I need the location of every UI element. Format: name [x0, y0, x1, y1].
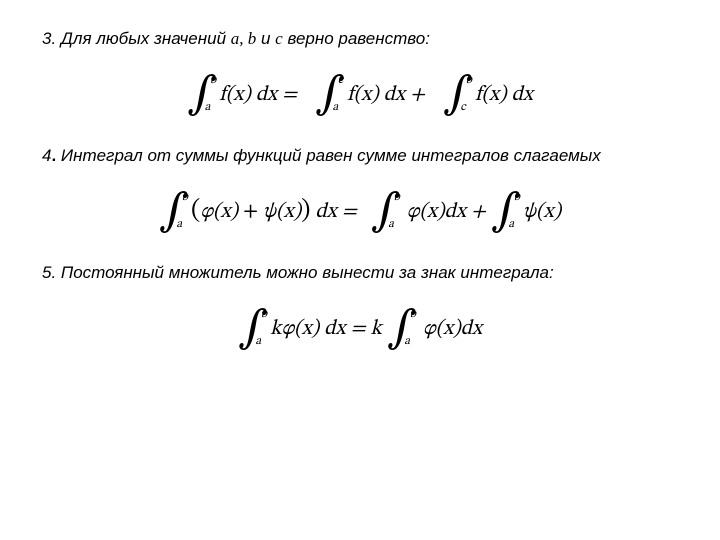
psi-x: ψ(x) — [263, 201, 301, 222]
integral-6: ∫ b a — [491, 190, 521, 234]
integral-8: ∫ b a — [387, 307, 417, 351]
rule-4-body: Интеграл от суммы функций равен сумме ин… — [56, 146, 601, 165]
integral-2-lower: a — [332, 100, 338, 115]
integral-1-lower: a — [205, 100, 211, 115]
integral-5-upper: b — [394, 190, 400, 205]
integral-3-lower: c — [460, 100, 465, 115]
integral-4-lower: a — [176, 217, 182, 232]
integral-5-body: φ(x)dx — [407, 199, 466, 225]
integral-6-lower: a — [508, 217, 514, 232]
plus-2: + — [471, 199, 486, 225]
integral-5-lower: a — [388, 217, 394, 232]
integral-2-upper: c — [338, 73, 343, 88]
rule-3-vars-ab: a, b — [231, 29, 257, 48]
inner-plus: + — [238, 201, 263, 222]
rule-3-text: 3. Для любых значений a, b и c верно рав… — [42, 28, 678, 51]
lparen: ( — [191, 198, 200, 224]
page: 3. Для любых значений a, b и c верно рав… — [0, 0, 720, 540]
rule-5-text: 5. Постоянный множитель можно вынести за… — [42, 262, 678, 285]
rule-3-part-a: Для любых значений — [56, 29, 231, 48]
rule-5-body: Постоянный множитель можно вынести за зн… — [56, 263, 554, 282]
integral-3-body: f(x) dx — [475, 82, 533, 108]
integral-7-upper: b — [261, 307, 267, 322]
formula-3: ∫ b a f(x) dx = ∫ c a f(x) dx + ∫ b c f(… — [42, 73, 678, 117]
rule-3-var-c: c — [275, 29, 283, 48]
integral-1-upper: b — [210, 73, 216, 88]
integral-7: ∫ b a — [238, 307, 268, 351]
integral-2-body: f(x) dx — [347, 82, 405, 108]
integral-6-body: ψ(x) — [523, 199, 561, 225]
equals-1: = — [282, 82, 297, 108]
integral-1: ∫ b a — [187, 73, 217, 117]
integral-4-upper: b — [182, 190, 188, 205]
formula-4: ∫ b a (φ(x) + ψ(x)) dx = ∫ b a φ(x)dx + … — [42, 190, 678, 234]
integral-1-body: f(x) dx — [219, 82, 277, 108]
integral-4: ∫ b a — [159, 190, 189, 234]
integral-2: ∫ c a — [315, 73, 345, 117]
rule-5-number: 5. — [42, 263, 56, 282]
integral-5: ∫ b a — [371, 190, 401, 234]
dx-1: dx — [310, 201, 336, 222]
integral-7-lower: a — [255, 334, 261, 349]
phi-x: φ(x) — [200, 201, 238, 222]
const-k: k — [371, 316, 382, 342]
rule-3-number: 3. — [42, 29, 56, 48]
equals-3: = — [350, 316, 365, 342]
integral-6-upper: b — [514, 190, 520, 205]
integral-8-upper: b — [410, 307, 416, 322]
rule-4-text: 4. Интеграл от суммы функций равен сумме… — [42, 145, 678, 168]
integral-3: ∫ b c — [443, 73, 473, 117]
plus-1: + — [410, 82, 425, 108]
integral-7-body: kφ(x) dx — [270, 316, 345, 342]
rule-3-part-b: и — [256, 29, 275, 48]
integral-4-body: (φ(x) + ψ(x)) dx — [191, 195, 337, 228]
integral-3-upper: b — [466, 73, 472, 88]
integral-8-body: φ(x)dx — [423, 316, 482, 342]
formula-5: ∫ b a kφ(x) dx = k ∫ b a φ(x)dx — [42, 307, 678, 351]
integral-8-lower: a — [404, 334, 410, 349]
equals-2: = — [342, 199, 357, 225]
rule-3-part-c: верно равенство: — [283, 29, 430, 48]
